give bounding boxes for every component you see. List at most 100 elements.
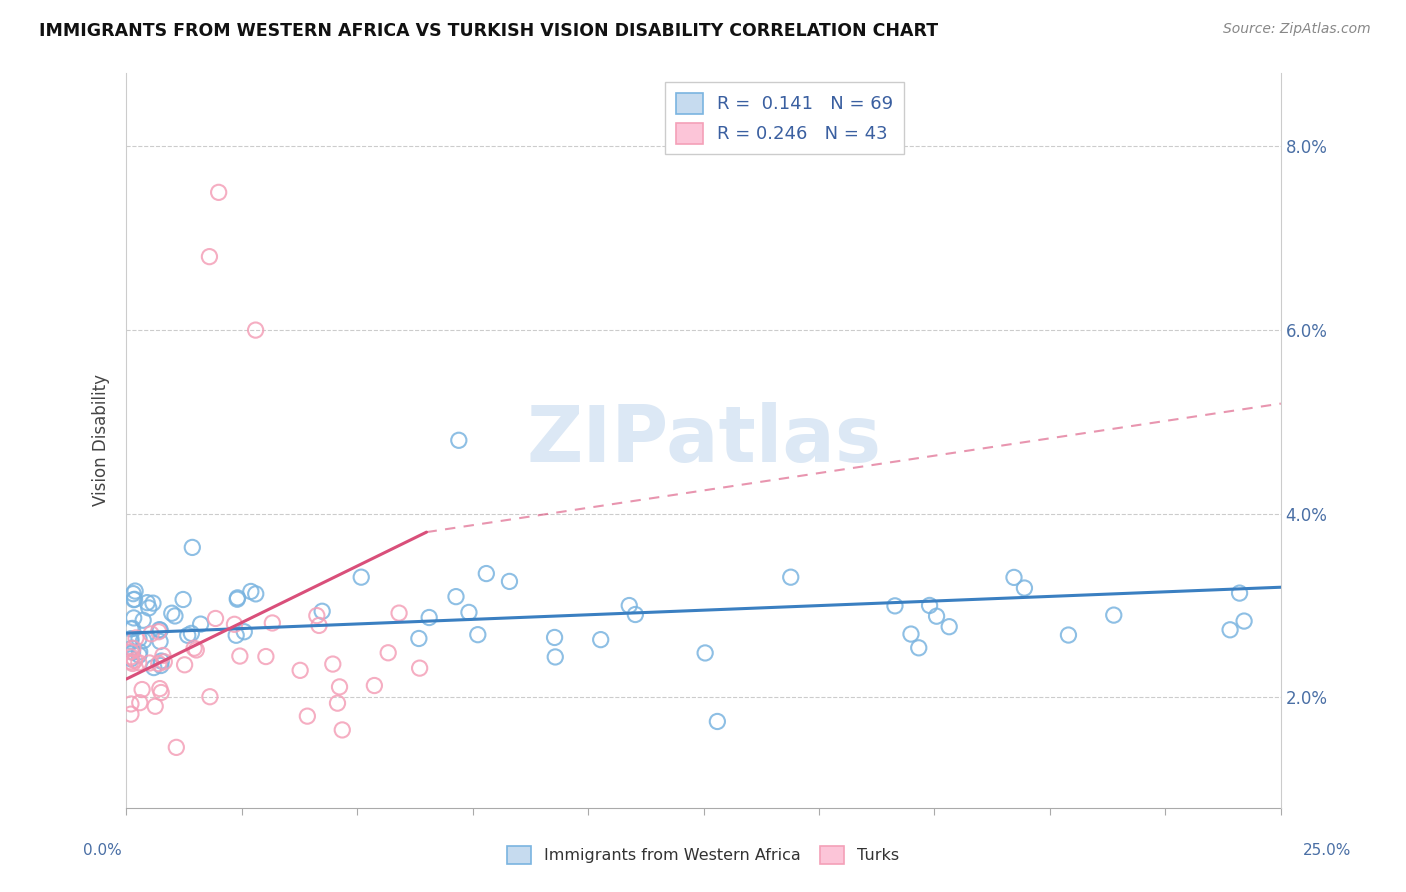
Point [305, 608, 328, 623]
Point [226, 592, 249, 607]
Point [288, 664, 311, 678]
Point [149, 681, 172, 696]
Point [1102, 608, 1125, 623]
Point [122, 592, 145, 607]
Point [308, 618, 330, 632]
Point [121, 645, 143, 659]
Legend: Immigrants from Western Africa, Turks: Immigrants from Western Africa, Turks [501, 839, 905, 871]
Point [165, 740, 187, 755]
Text: 0.0%: 0.0% [83, 843, 122, 857]
Point [122, 587, 145, 601]
Point [245, 587, 267, 601]
Point [132, 633, 155, 648]
Point [120, 622, 142, 636]
Point [150, 685, 173, 699]
Point [695, 646, 717, 660]
Point [918, 599, 941, 613]
Point [128, 645, 150, 659]
Point [322, 657, 344, 671]
Point [262, 615, 284, 630]
Point [225, 628, 247, 642]
Point [408, 661, 430, 675]
Point [498, 574, 520, 589]
Point [121, 657, 143, 671]
Point [124, 653, 146, 667]
Point [149, 634, 172, 648]
Point [198, 250, 221, 264]
Point [122, 641, 145, 656]
Point [418, 610, 440, 624]
Point [120, 632, 142, 646]
Point [311, 604, 333, 618]
Point [543, 631, 565, 645]
Point [163, 609, 186, 624]
Point [1002, 570, 1025, 584]
Point [153, 655, 176, 669]
Point [138, 656, 160, 670]
Point [121, 641, 143, 656]
Point [884, 599, 907, 613]
Point [458, 606, 481, 620]
Point [229, 648, 252, 663]
Point [245, 323, 267, 337]
Point [183, 641, 205, 656]
Point [377, 646, 399, 660]
Point [128, 648, 150, 662]
Point [619, 599, 641, 613]
Point [160, 606, 183, 620]
Point [444, 590, 467, 604]
Point [142, 596, 165, 610]
Point [128, 656, 150, 670]
Point [363, 679, 385, 693]
Point [173, 657, 195, 672]
Point [467, 628, 489, 642]
Point [139, 627, 162, 641]
Text: Source: ZipAtlas.com: Source: ZipAtlas.com [1223, 22, 1371, 37]
Point [204, 611, 226, 625]
Point [148, 623, 170, 637]
Point [120, 649, 142, 664]
Point [186, 643, 208, 657]
Point [120, 697, 142, 711]
Point [142, 660, 165, 674]
Point [388, 606, 411, 620]
Point [938, 620, 960, 634]
Point [254, 649, 277, 664]
Point [447, 434, 470, 448]
Point [1233, 614, 1256, 628]
Point [475, 566, 498, 581]
Point [779, 570, 801, 584]
Point [136, 596, 159, 610]
Point [152, 648, 174, 663]
Point [224, 617, 246, 632]
Point [1014, 581, 1036, 595]
Point [239, 584, 262, 599]
Point [120, 652, 142, 666]
Point [177, 628, 200, 642]
Point [124, 592, 146, 607]
Point [149, 624, 172, 638]
Text: 25.0%: 25.0% [1303, 843, 1351, 857]
Point [143, 699, 166, 714]
Point [150, 654, 173, 668]
Point [297, 709, 319, 723]
Point [544, 649, 567, 664]
Y-axis label: Vision Disability: Vision Disability [93, 375, 110, 507]
Point [121, 621, 143, 635]
Point [1057, 628, 1080, 642]
Point [172, 592, 194, 607]
Point [1219, 623, 1241, 637]
Point [181, 541, 204, 555]
Point [120, 655, 142, 669]
Text: IMMIGRANTS FROM WESTERN AFRICA VS TURKISH VISION DISABILITY CORRELATION CHART: IMMIGRANTS FROM WESTERN AFRICA VS TURKIS… [39, 22, 938, 40]
Point [330, 723, 353, 737]
Point [1229, 586, 1251, 600]
Point [180, 626, 202, 640]
Point [125, 631, 148, 645]
Point [624, 607, 647, 622]
Point [190, 617, 212, 632]
Point [120, 645, 142, 659]
Point [907, 640, 929, 655]
Point [233, 624, 256, 639]
Point [148, 624, 170, 639]
